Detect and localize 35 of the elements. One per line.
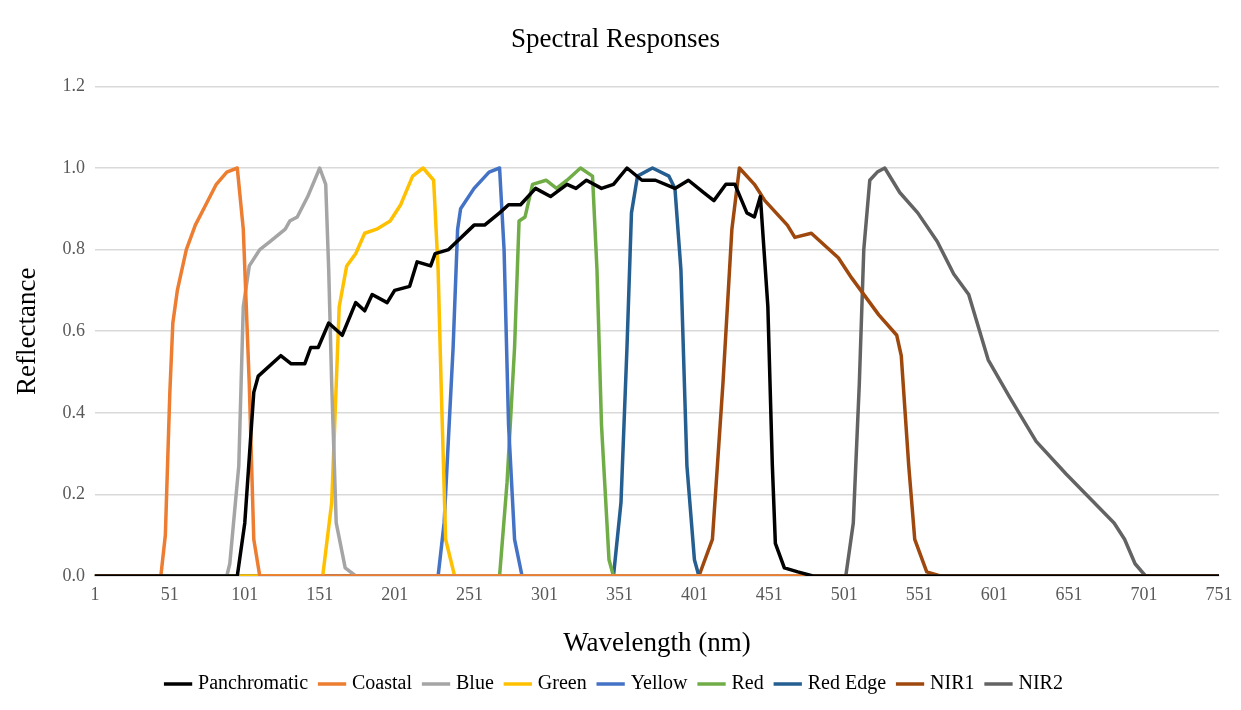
- legend-label: Yellow: [630, 671, 689, 694]
- legend-label: Green: [537, 671, 587, 694]
- x-tick-label: 1: [90, 583, 100, 604]
- legend-label: Red Edge: [807, 671, 887, 695]
- y-tick-label: 1.2: [62, 75, 85, 96]
- legend-label: Coastal: [352, 671, 413, 694]
- legend-label: Red: [731, 671, 764, 694]
- x-tick-label: 601: [980, 583, 1008, 604]
- x-tick-label: 451: [755, 583, 783, 604]
- y-tick-label: 0.0: [62, 564, 85, 585]
- x-tick-label: 401: [680, 583, 708, 604]
- legend-label: NIR2: [1018, 671, 1063, 694]
- y-tick-label: 0.2: [62, 483, 85, 504]
- y-tick-label: 0.8: [62, 238, 85, 259]
- x-tick-label: 651: [1055, 583, 1083, 604]
- x-tick-label: 101: [231, 583, 259, 604]
- x-tick-label: 151: [306, 583, 334, 604]
- y-tick-label: 1.0: [62, 156, 85, 177]
- x-tick-label: 301: [531, 583, 559, 604]
- y-axis-title: Reflectance: [11, 267, 42, 395]
- x-tick-label: 201: [381, 583, 409, 604]
- legend-label: Panchromatic: [198, 671, 309, 694]
- legend-label: Blue: [456, 671, 494, 694]
- legend-label: NIR1: [930, 671, 975, 694]
- x-axis-title: Wavelength (nm): [563, 626, 751, 657]
- y-tick-label: 0.4: [62, 401, 85, 422]
- x-tick-label: 551: [905, 583, 933, 604]
- y-tick-label: 0.6: [62, 319, 85, 340]
- x-tick-label: 501: [830, 583, 858, 604]
- x-tick-label: 51: [160, 583, 179, 604]
- x-tick-label: 701: [1130, 583, 1158, 604]
- chart-title: Spectral Responses: [510, 23, 721, 54]
- x-tick-label: 251: [456, 583, 484, 604]
- x-tick-label: 351: [605, 583, 633, 604]
- x-tick-label: 751: [1205, 583, 1233, 604]
